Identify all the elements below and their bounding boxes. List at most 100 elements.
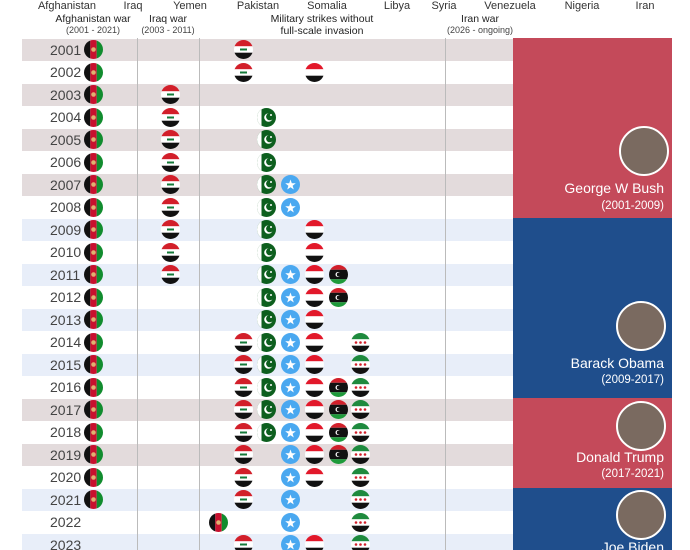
table-row: 2001 [22,38,513,61]
header-years: (2001 - 2021) [65,25,121,35]
flag-iraq-icon [234,40,253,59]
year-label: 2003 [50,86,82,103]
portrait-bush [619,126,669,176]
flag-afghanistan-icon [84,288,103,307]
header-title-line2: full-scale invasion [280,25,364,37]
year-label: 2023 [50,536,82,550]
table-row: 2007 [22,173,513,196]
flag-yemen-icon [305,468,324,487]
flag-syria-icon [351,445,370,464]
header-title: Iran war [461,13,499,25]
year-label: 2011 [50,266,81,283]
country-label: Pakistan [236,0,280,12]
header-years: (2026 - ongoing) [446,25,514,35]
flag-iraq-icon [161,108,180,127]
year-label: 2007 [50,176,82,193]
flag-pakistan-icon [257,130,276,149]
flag-iraq-icon [161,130,180,149]
flag-afghanistan-icon [84,63,103,82]
year-label: 2018 [50,424,82,440]
flag-yemen-icon [305,243,324,262]
year-label: 2020 [50,469,82,485]
portrait-biden [616,490,666,540]
flag-pakistan-icon [257,423,276,442]
flag-yemen-icon [305,400,324,419]
flag-iraq-icon [161,198,180,217]
flag-iraq-icon [234,355,253,374]
flag-syria-icon [351,355,370,374]
flag-somalia-icon [281,468,300,487]
header-iran-war: Iran war (2026 - ongoing) [447,13,513,36]
flag-yemen-icon [305,310,324,329]
table-row: 2003 [22,83,513,106]
country-label: Somalia [307,0,347,12]
flag-yemen-icon [305,355,324,374]
flag-yemen-icon [305,288,324,307]
flag-afghanistan-icon [84,130,103,149]
country-label: Venezuela [484,0,536,12]
country-label: Afghanistan [37,0,97,12]
flag-somalia-icon [281,175,300,194]
year-label: 2010 [50,244,82,260]
year-label: 2021 [50,491,82,508]
flag-somalia-icon [281,535,300,550]
flag-iraq-icon [234,445,253,464]
flag-yemen-icon [305,333,324,352]
table-row: 2010 [22,241,513,264]
president-years: (2001-2009) [601,200,664,212]
flag-iraq-icon [234,468,253,487]
president-panel-trump: Donald Trump (2017-2021) [513,398,672,488]
table-row: 2020 [22,466,513,489]
flag-somalia-icon [281,333,300,352]
flag-iraq-icon [161,220,180,239]
flag-pakistan-icon [257,220,276,239]
flag-somalia-icon [281,423,300,442]
president-years: (2009-2017) [601,374,664,386]
flag-somalia-icon [281,445,300,464]
flag-yemen-icon [305,220,324,239]
year-label: 2001 [50,41,82,58]
flag-pakistan-icon [257,243,276,262]
divider [445,38,446,550]
table-row: 2023 [22,533,513,550]
country-label: Libya [383,0,411,12]
president-panel-bush: George W Bush (2001-2009) [513,38,672,218]
flag-syria-icon [351,513,370,532]
flag-afghanistan-icon [84,85,103,104]
flag-syria-icon [351,333,370,352]
flag-somalia-icon [281,198,300,217]
flag-libya-icon [329,288,348,307]
flag-somalia-icon [281,355,300,374]
divider [199,38,200,550]
flag-libya-icon [329,265,348,284]
flag-iraq-icon [234,63,253,82]
flag-iraq-icon [161,265,180,284]
flag-iraq-icon [234,490,253,509]
year-label: 2017 [50,401,82,418]
table-row: 2004 [22,106,513,129]
flag-pakistan-icon [257,355,276,374]
president-panel-biden: Joe Biden [513,488,672,550]
flag-afghanistan-icon [84,445,103,464]
table-row: 2018 [22,421,513,444]
table-row: 2012 [22,286,513,309]
president-years: (2017-2021) [601,468,664,480]
country-label: Syria [431,0,457,12]
table-row: 2022 [22,511,513,534]
flag-syria-icon [351,535,370,550]
country-label: Iraq [123,0,143,12]
header-afghanistan-war: Afghanistan war (2001 - 2021) [55,13,130,36]
flag-afghanistan-icon [84,198,103,217]
flag-somalia-icon [281,490,300,509]
table-row: 2013 [22,308,513,331]
table-row: 2011 [22,263,513,286]
header-title: Iraq war [149,13,187,25]
flag-iraq-icon [234,423,253,442]
year-label: 2008 [50,199,82,215]
president-panel-obama: Barack Obama (2009-2017) [513,218,672,398]
table-row: 2014 [22,331,513,354]
flag-afghanistan-icon [84,400,103,419]
flag-pakistan-icon [257,333,276,352]
table-row: 2006 [22,151,513,174]
flag-libya-icon [329,400,348,419]
